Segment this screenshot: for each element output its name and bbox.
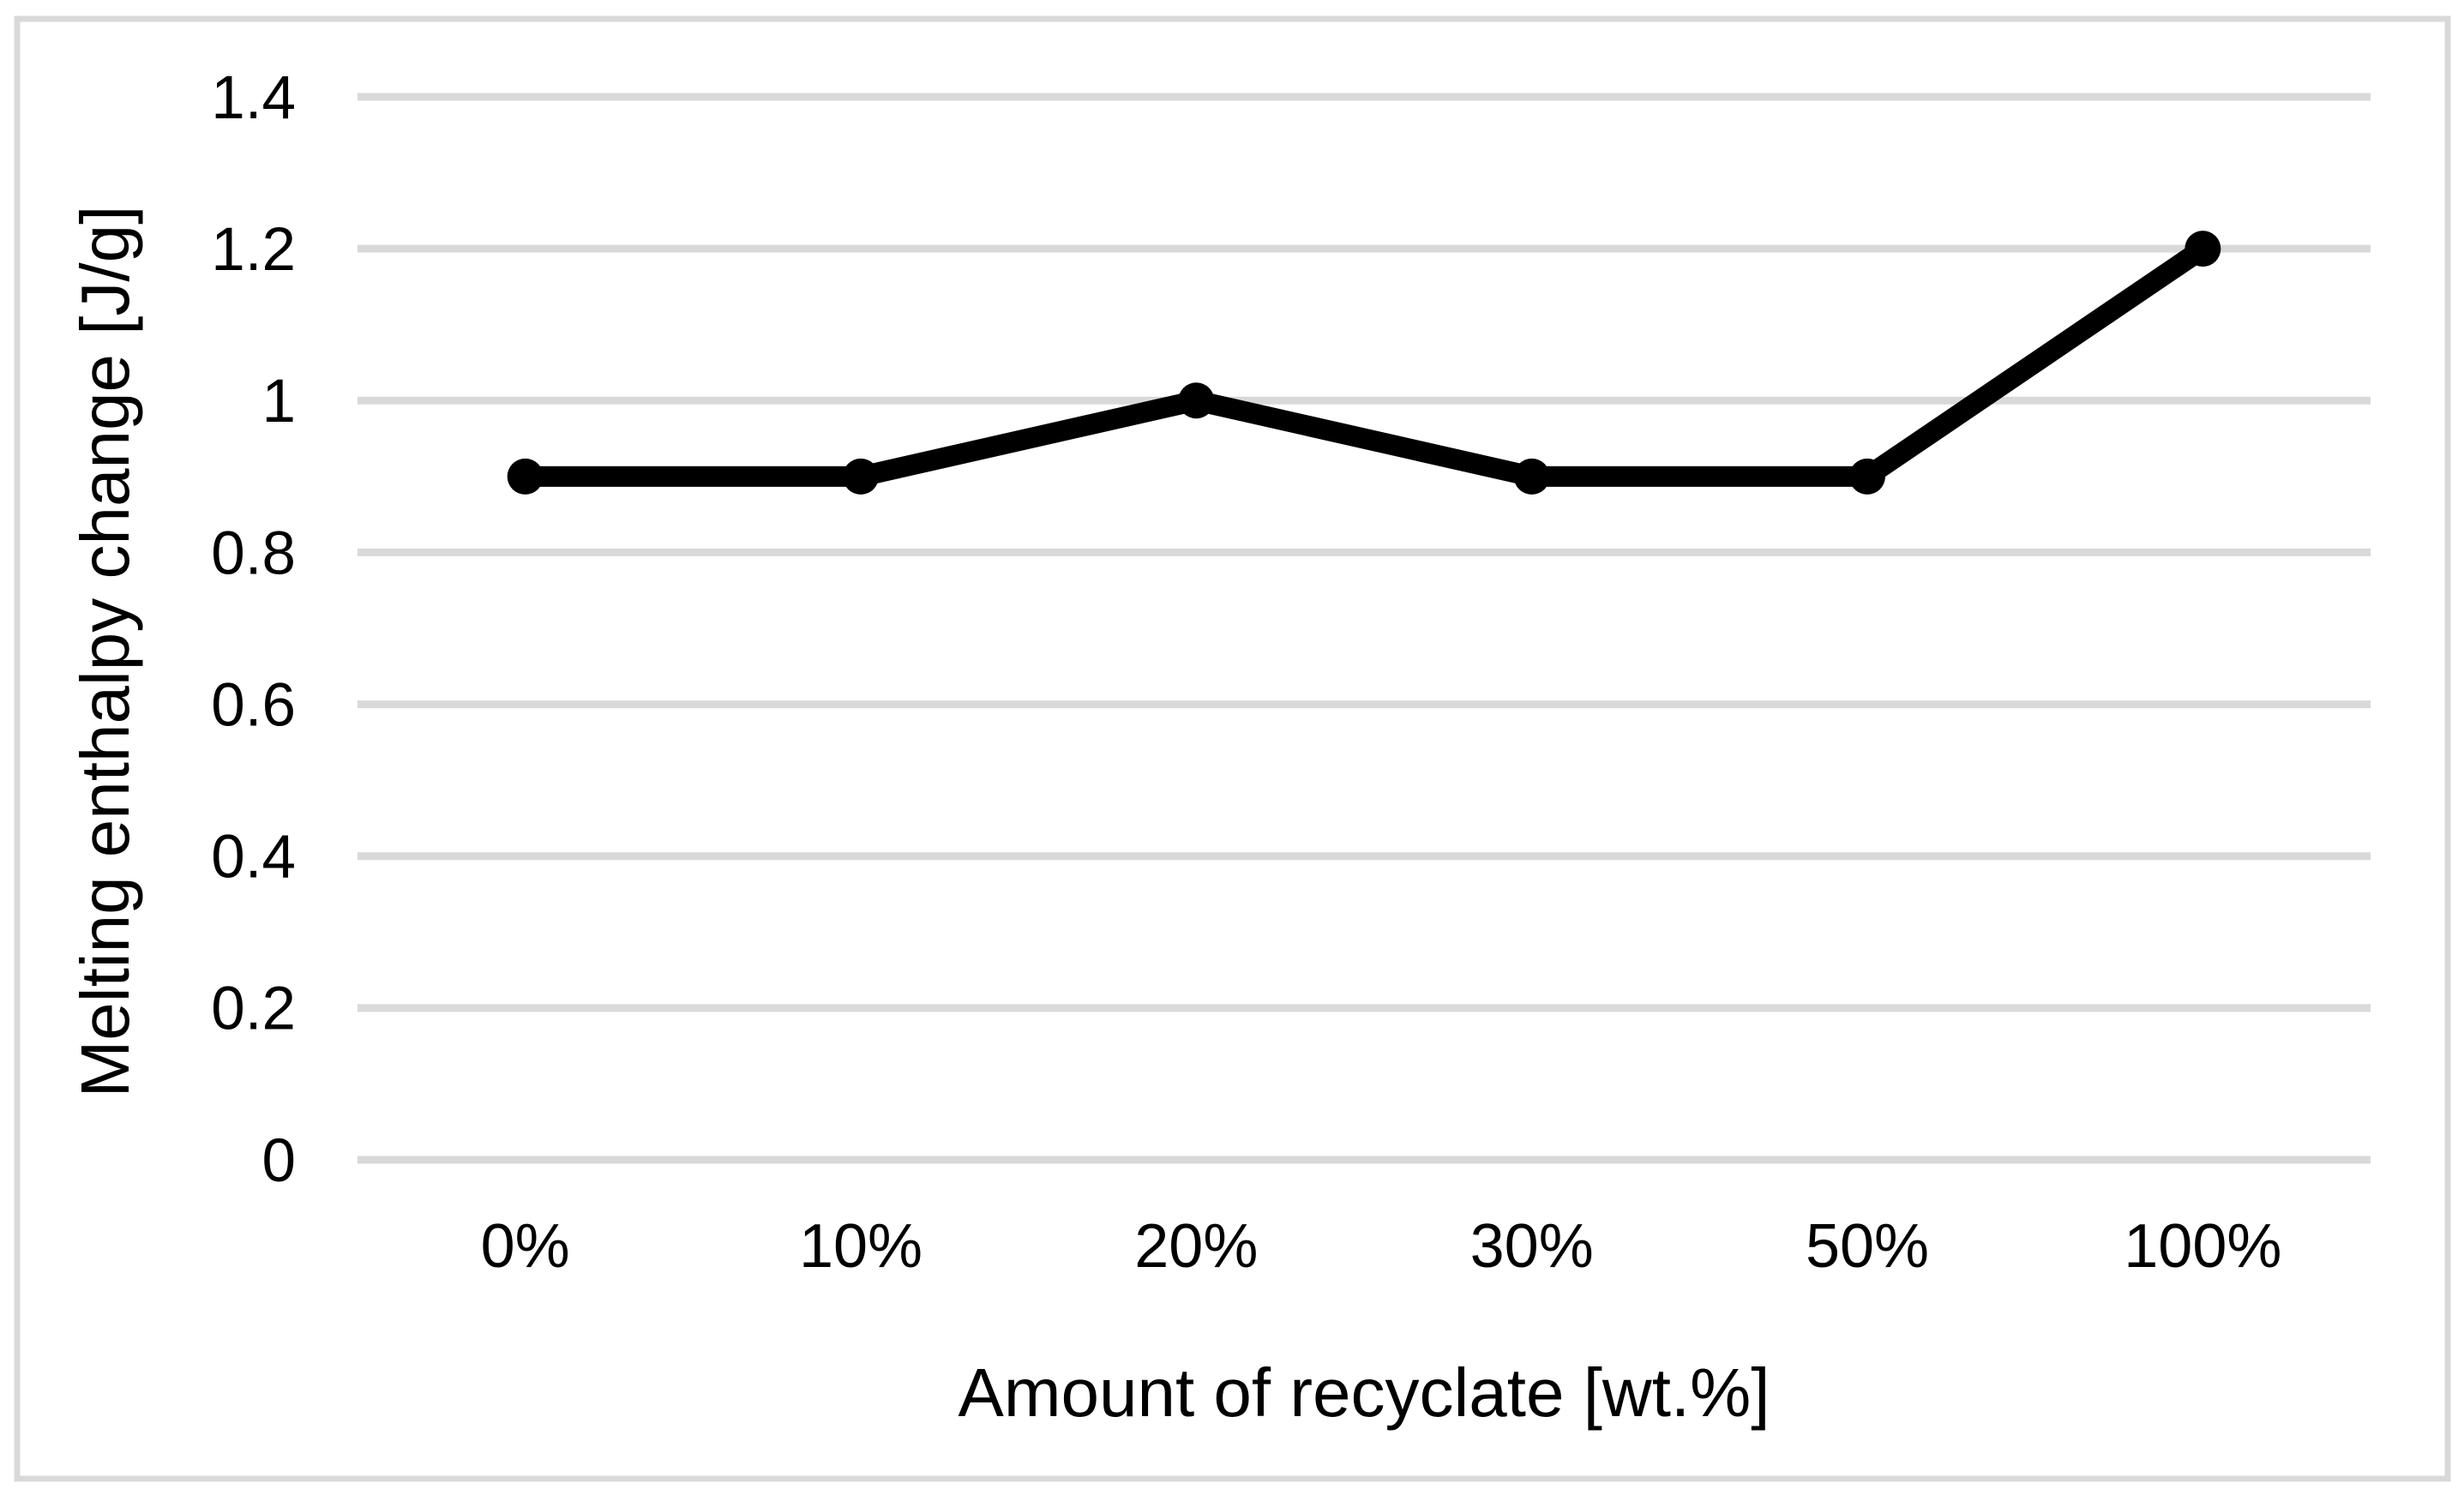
y-axis-tick-labels: 0 0.2 0.4 0.6 0.8 1 1.2 1.4 xyxy=(211,64,296,1195)
y-tick-label: 0.6 xyxy=(211,671,296,739)
y-tick-label: 0.2 xyxy=(211,976,296,1043)
data-point-marker xyxy=(1849,458,1885,495)
chart-frame-border xyxy=(14,15,2451,1482)
y-axis-title: Melting enthalpy change [J/g] xyxy=(67,206,143,1098)
y-tick-label: 1.4 xyxy=(211,64,296,132)
x-axis-category-labels: 0% 10% 20% 30% 50% 100% xyxy=(481,1212,2282,1281)
x-category-label: 100% xyxy=(2124,1212,2281,1281)
y-tick-label: 0.8 xyxy=(211,519,296,587)
y-tick-label: 0 xyxy=(262,1127,297,1195)
gridlines xyxy=(358,93,2371,1164)
data-point-marker xyxy=(1513,458,1550,495)
data-point-marker xyxy=(507,458,544,495)
y-tick-label: 1.2 xyxy=(211,216,296,284)
y-tick-label: 0.4 xyxy=(211,824,296,892)
x-category-label: 30% xyxy=(1470,1212,1594,1281)
x-category-label: 10% xyxy=(799,1212,922,1281)
data-point-markers xyxy=(507,231,2221,495)
data-point-marker xyxy=(1178,382,1215,419)
x-axis-title: Amount of recyclate [wt.%] xyxy=(958,1354,1770,1431)
x-category-label: 0% xyxy=(481,1212,570,1281)
x-category-label: 20% xyxy=(1134,1212,1258,1281)
series-line xyxy=(514,238,2214,487)
data-point-marker xyxy=(843,458,879,495)
data-point-marker xyxy=(2185,231,2221,267)
y-tick-label: 1 xyxy=(262,368,297,435)
x-category-label: 50% xyxy=(1806,1212,1929,1281)
